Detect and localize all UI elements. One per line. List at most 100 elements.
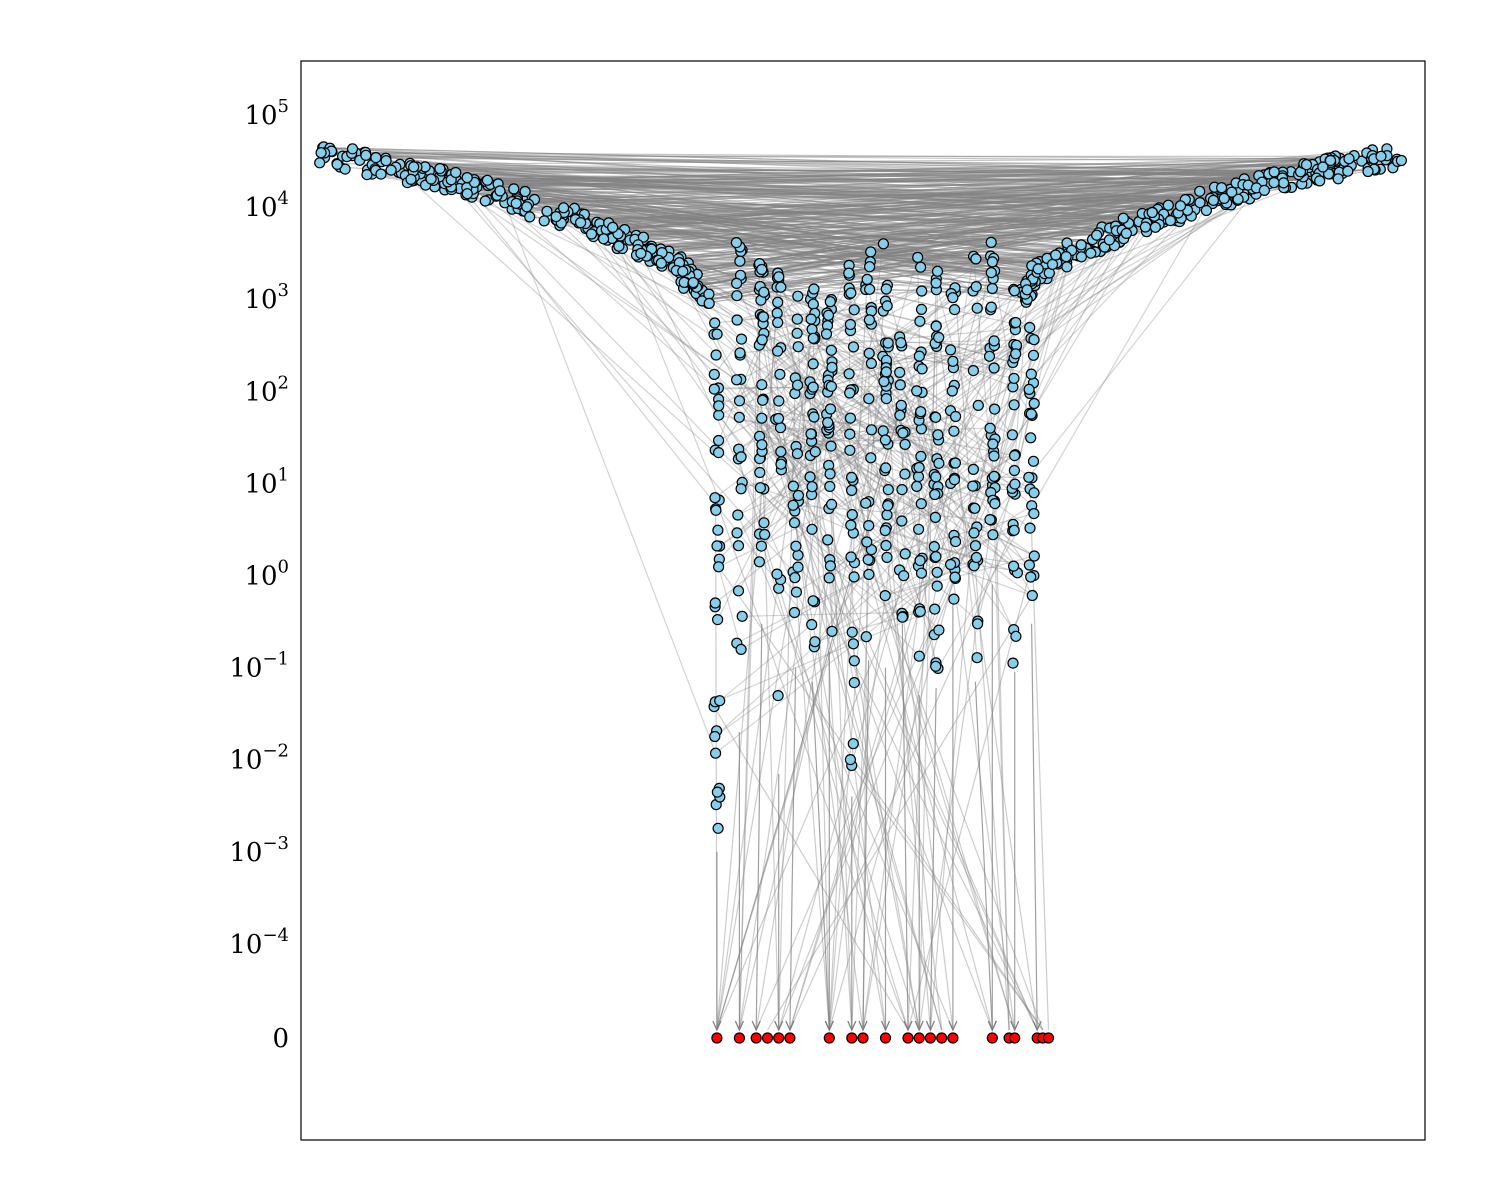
stem-edge (737, 386, 1014, 516)
stem-edge (713, 374, 813, 488)
stem-edge (992, 491, 1014, 535)
terminal-node (857, 1032, 869, 1044)
terminal-edge (936, 458, 1016, 1031)
fan-edge (395, 166, 1320, 182)
fan-edge (607, 231, 1147, 235)
node (967, 480, 979, 492)
terminal-edge (718, 566, 1044, 1031)
terminal-edge (778, 308, 978, 1031)
fan-edge (584, 197, 1225, 222)
node (822, 309, 835, 321)
stem-edge (974, 322, 1015, 509)
y-tick-exponent: 0 (278, 557, 289, 578)
fan-edge (606, 204, 1169, 230)
stem-edge (885, 367, 1035, 576)
node (792, 341, 804, 353)
fan-edge (409, 162, 1039, 275)
fan-edge (707, 192, 1224, 297)
stem-edge (901, 491, 1014, 614)
fan-edge (556, 216, 1164, 223)
fan-edge (517, 196, 1147, 233)
node (1146, 206, 1158, 219)
fan-edge (375, 168, 1169, 206)
fan-edge (411, 180, 1213, 205)
stem-edge (850, 525, 855, 661)
stem-edge (813, 288, 995, 369)
fan-to-stem-edge (763, 263, 1058, 273)
node (510, 197, 522, 209)
fan-edge (372, 164, 1159, 220)
fan-to-stem-edge (489, 183, 1035, 557)
stem-edge (976, 526, 1035, 557)
fan-edge (414, 176, 1169, 206)
node (933, 624, 945, 636)
node (844, 412, 857, 424)
fan-edge (498, 178, 1339, 185)
node (708, 368, 720, 380)
fan-edge (462, 182, 1265, 191)
fan-to-stem-edge (937, 198, 1212, 669)
terminal-edge (794, 510, 993, 1031)
fan-edge (524, 196, 1244, 212)
fan-edge (582, 213, 1078, 254)
fan-to-stem-edge (991, 211, 1153, 479)
node (756, 334, 768, 346)
y-tick-label: 105 (244, 96, 289, 131)
node (880, 462, 892, 474)
fan-edge (322, 147, 1225, 201)
stem-edge (719, 624, 813, 702)
y-tick-label: 0 (272, 1024, 289, 1054)
stem-edge (714, 569, 900, 737)
node (1032, 263, 1044, 275)
node (986, 256, 999, 268)
fan-edge (585, 217, 1177, 225)
node (912, 251, 924, 263)
fan-edge (474, 179, 1022, 290)
y-tick-label: 100 (244, 557, 289, 592)
fan-to-stem-edge (556, 219, 798, 455)
fan-edge (375, 169, 1302, 177)
fan-edge (329, 147, 1270, 185)
terminal-edge (811, 681, 830, 1031)
node (899, 468, 911, 480)
node (1139, 221, 1152, 233)
fan-edge (680, 199, 1186, 258)
fan-to-stem-edge (603, 238, 887, 529)
terminal-edge-arrowhead (987, 1020, 997, 1032)
stem-edge (852, 479, 936, 518)
terminal-edge (828, 424, 1016, 1031)
stem-edge (811, 272, 992, 390)
fan-edge (608, 171, 1292, 227)
terminal-edge-arrowhead (1032, 1020, 1042, 1032)
node (1194, 185, 1206, 197)
fan-edge (610, 182, 1275, 229)
fan-edge (439, 168, 1164, 215)
terminal-node (846, 1032, 858, 1044)
node (1226, 186, 1238, 198)
node (709, 492, 721, 504)
node (861, 536, 873, 548)
fan-edge (591, 213, 1184, 235)
fan-edge (467, 193, 1171, 222)
fan-edge (517, 197, 1225, 210)
stem-edge (779, 427, 854, 644)
fan-to-stem-edge (461, 183, 920, 657)
terminal-node (986, 1032, 998, 1044)
stem-edge (885, 339, 1035, 344)
node (820, 328, 833, 340)
terminal-edge (758, 533, 909, 1031)
node (824, 560, 837, 572)
terminal-node (913, 1032, 925, 1044)
node (809, 636, 821, 648)
stem-edge (775, 333, 828, 420)
terminal-edge (776, 277, 920, 1031)
node (914, 554, 926, 567)
fan-edge (391, 169, 1082, 258)
node (894, 366, 906, 378)
fan-edge (585, 228, 1083, 247)
node (1025, 368, 1037, 380)
stem-edge (904, 477, 993, 555)
terminal-edge (714, 497, 909, 1031)
node (882, 500, 894, 512)
fan-edge (661, 182, 1275, 267)
